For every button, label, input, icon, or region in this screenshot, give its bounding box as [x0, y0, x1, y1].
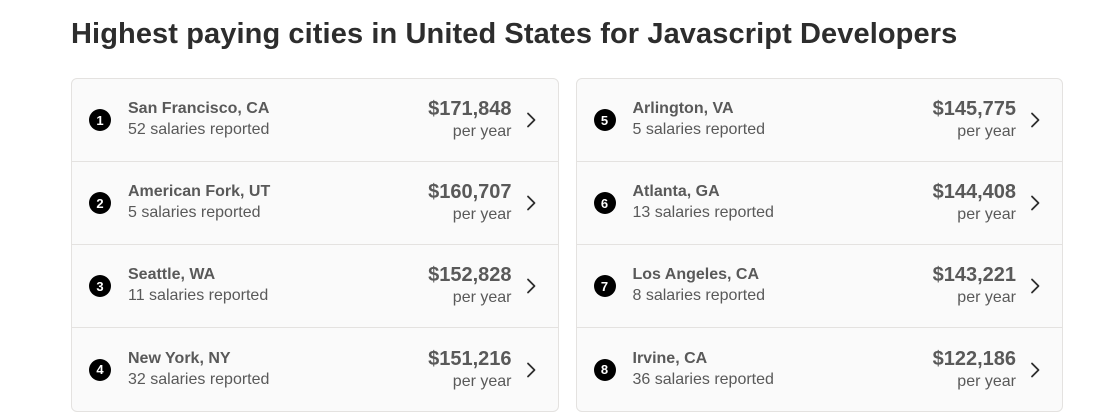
chevron-right-icon[interactable]: [522, 111, 540, 129]
city-name[interactable]: Seattle, WA: [128, 266, 216, 283]
salary-info: $144,408 per year: [933, 180, 1016, 226]
rank-badge: 5: [593, 109, 616, 131]
city-columns: 1 San Francisco, CA 52 salaries reported…: [71, 78, 1063, 412]
city-row-7[interactable]: 7 Los Angeles, CA 8 salaries reported $1…: [576, 245, 1062, 328]
page-title: Highest paying cities in United States f…: [71, 18, 958, 50]
chevron-right-icon[interactable]: [1026, 361, 1044, 379]
chevron-right-icon[interactable]: [522, 194, 540, 212]
city-list-right: 5 Arlington, VA 5 salaries reported $145…: [575, 78, 1063, 412]
salary-count: 52 salaries reported: [128, 121, 270, 138]
city-row-5[interactable]: 5 Arlington, VA 5 salaries reported $145…: [576, 79, 1062, 162]
salary-period: per year: [452, 289, 512, 306]
salary-count: 13 salaries reported: [632, 204, 774, 221]
salary-count: 8 salaries reported: [632, 287, 766, 304]
salary-amount: $145,775: [932, 98, 1016, 120]
city-info: Seattle, WA 11 salaries reported: [128, 265, 428, 307]
city-row-4[interactable]: 4 New York, NY 32 salaries reported $151…: [72, 328, 558, 411]
city-name[interactable]: Los Angeles, CA: [632, 266, 760, 283]
salary-count: 5 salaries reported: [128, 204, 261, 221]
salary-count: 5 salaries reported: [632, 121, 766, 138]
salary-period: per year: [957, 372, 1016, 390]
city-name[interactable]: Irvine, CA: [632, 349, 708, 367]
salary-info: $122,186 per year: [933, 347, 1016, 393]
salary-period: per year: [957, 123, 1016, 140]
city-row-3[interactable]: 3 Seattle, WA 11 salaries reported $152,…: [72, 245, 558, 328]
city-name[interactable]: New York, NY: [128, 349, 231, 367]
city-info: Arlington, VA 5 salaries reported: [633, 99, 933, 141]
city-row-1[interactable]: 1 San Francisco, CA 52 salaries reported…: [72, 79, 558, 162]
rank-badge: 6: [593, 192, 616, 214]
city-name[interactable]: American Fork, UT: [128, 183, 271, 200]
city-info: Atlanta, GA 13 salaries reported: [633, 182, 933, 224]
chevron-right-icon[interactable]: [522, 361, 540, 379]
city-info: American Fork, UT 5 salaries reported: [128, 182, 428, 224]
salary-count: 11 salaries reported: [128, 287, 269, 304]
rank-badge: 4: [89, 358, 111, 381]
city-name[interactable]: Atlanta, GA: [632, 183, 720, 200]
salary-period: per year: [957, 206, 1016, 223]
salary-period: per year: [452, 206, 512, 223]
salary-info: $151,216 per year: [428, 347, 511, 393]
city-info: San Francisco, CA 52 salaries reported: [128, 99, 428, 141]
city-info: Los Angeles, CA 8 salaries reported: [633, 265, 933, 307]
salary-info: $160,707 per year: [428, 180, 511, 226]
rank-badge: 8: [593, 358, 616, 381]
city-name[interactable]: Arlington, VA: [632, 100, 734, 117]
salary-info: $171,848 per year: [428, 97, 511, 143]
chevron-right-icon[interactable]: [1026, 277, 1044, 295]
salary-count: 32 salaries reported: [128, 370, 270, 388]
chevron-right-icon[interactable]: [1026, 194, 1044, 212]
salary-amount: $143,221: [932, 264, 1016, 286]
salary-amount: $152,828: [428, 264, 512, 286]
city-info: New York, NY 32 salaries reported: [128, 349, 428, 391]
salary-amount: $122,186: [932, 347, 1016, 370]
salary-count: 36 salaries reported: [632, 370, 774, 388]
salary-info: $152,828 per year: [428, 263, 511, 309]
rank-badge: 1: [89, 109, 111, 131]
rank-badge: 3: [89, 275, 111, 297]
salary-amount: $171,848: [428, 98, 512, 120]
salary-period: per year: [452, 372, 512, 390]
salary-info: $143,221 per year: [933, 263, 1016, 309]
city-name[interactable]: San Francisco, CA: [128, 100, 270, 117]
salary-amount: $151,216: [428, 347, 512, 370]
city-row-6[interactable]: 6 Atlanta, GA 13 salaries reported $144,…: [576, 162, 1062, 245]
salary-amount: $144,408: [932, 181, 1016, 203]
rank-badge: 2: [89, 192, 111, 214]
salary-period: per year: [957, 289, 1016, 306]
chevron-right-icon[interactable]: [522, 277, 540, 295]
city-info: Irvine, CA 36 salaries reported: [633, 349, 933, 391]
chevron-right-icon[interactable]: [1026, 111, 1044, 129]
city-list-left: 1 San Francisco, CA 52 salaries reported…: [71, 78, 559, 412]
city-row-8[interactable]: 8 Irvine, CA 36 salaries reported $122,1…: [577, 328, 1063, 411]
salary-info: $145,775 per year: [933, 97, 1016, 143]
salary-period: per year: [452, 123, 512, 140]
city-row-2[interactable]: 2 American Fork, UT 5 salaries reported …: [72, 162, 558, 245]
rank-badge: 7: [593, 275, 616, 297]
salary-amount: $160,707: [428, 181, 512, 203]
